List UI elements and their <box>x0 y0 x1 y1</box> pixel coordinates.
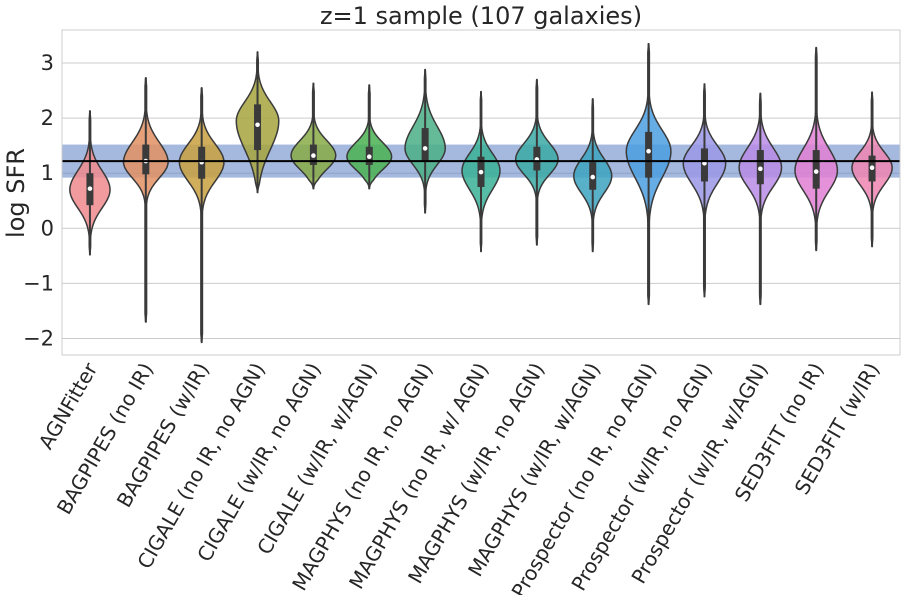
violin-group <box>625 43 672 306</box>
y-tick-label: −2 <box>23 326 54 350</box>
violin-median-dot <box>87 186 93 191</box>
violin-group <box>69 110 111 256</box>
y-tick-label: 0 <box>41 216 54 240</box>
violin-group <box>851 91 893 248</box>
violin-median-dot <box>869 165 875 171</box>
violin-iqr-box <box>421 128 429 162</box>
plot-frame <box>61 29 901 356</box>
violins <box>69 43 893 344</box>
violin-median-dot <box>255 122 260 128</box>
violin-group <box>404 68 447 214</box>
violin-median-dot <box>422 146 428 151</box>
violin-median-dot <box>702 161 707 166</box>
violin-median-dot <box>646 148 651 154</box>
violin-group <box>682 83 727 298</box>
y-tick-label: 2 <box>41 106 54 130</box>
violin-group <box>573 98 613 253</box>
violin-group <box>178 87 225 344</box>
y-tick-labels: 3 2 1 0 −1 −2 <box>23 51 54 350</box>
violin-group <box>514 78 559 246</box>
violin-median-dot <box>590 174 596 180</box>
violin-median-dot <box>478 169 484 175</box>
violin-group <box>461 90 501 253</box>
violin-median-dot <box>758 166 763 172</box>
violin-group <box>794 46 839 252</box>
violin-median-dot <box>366 154 372 159</box>
violin-group <box>235 51 280 194</box>
y-tick-label: −1 <box>23 271 54 295</box>
violin-iqr-box <box>645 131 653 178</box>
y-axis-label: log SFR <box>2 148 30 238</box>
y-tick-label: 3 <box>41 51 54 75</box>
y-tick-label: 1 <box>41 161 54 185</box>
violin-median-dot <box>311 153 316 158</box>
violin-median-dot <box>813 169 819 174</box>
violin-group <box>346 84 393 190</box>
chart-title: z=1 sample (107 galaxies) <box>320 2 642 30</box>
violin-group <box>738 92 783 306</box>
violin-group <box>290 82 337 190</box>
violin-group <box>122 77 169 323</box>
violin-iqr-box <box>254 104 262 151</box>
